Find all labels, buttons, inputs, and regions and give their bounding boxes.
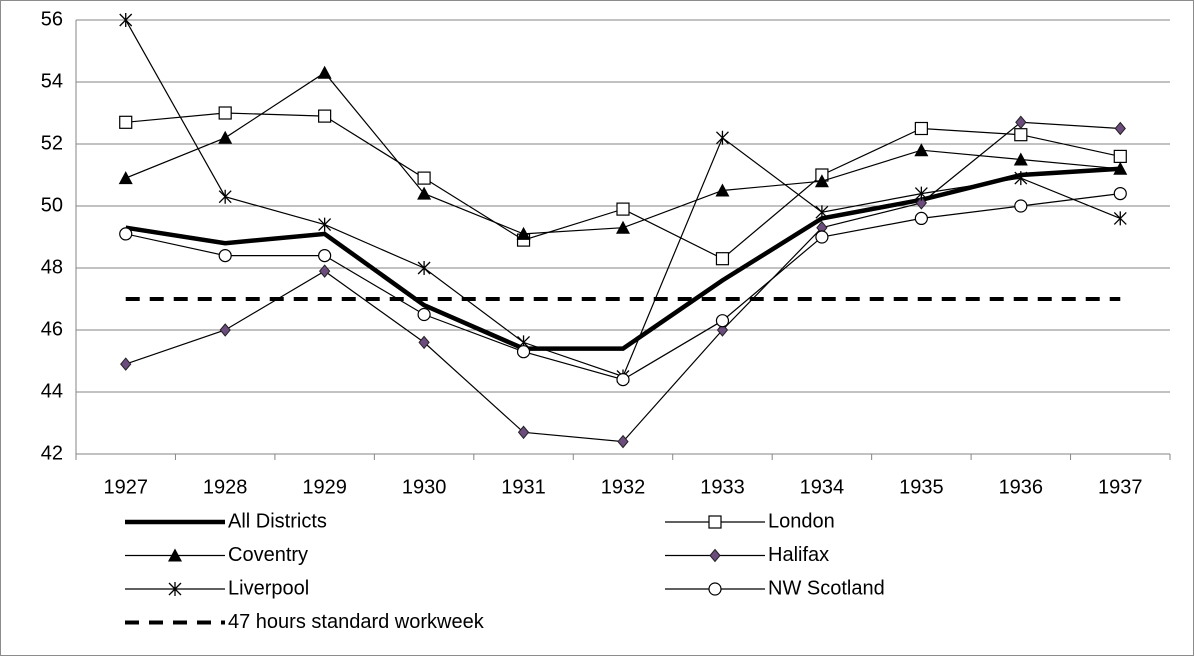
marker: [317, 65, 332, 79]
marker: [516, 226, 531, 240]
marker: [709, 548, 721, 563]
legend-entry: Liverpool: [125, 577, 309, 599]
marker: [1113, 149, 1127, 163]
marker: [914, 186, 928, 201]
marker: [815, 205, 829, 220]
marker: [715, 183, 730, 197]
marker: [417, 186, 432, 200]
marker: [1014, 199, 1028, 213]
x-tick-label: 1934: [800, 476, 845, 498]
marker: [1114, 121, 1126, 136]
marker: [516, 345, 531, 359]
marker: [219, 323, 231, 337]
series: [125, 166, 1121, 351]
marker: [417, 307, 431, 322]
marker: [815, 230, 829, 244]
marker: [318, 249, 332, 263]
y-tick-label: 56: [41, 8, 63, 30]
series-line: [125, 166, 1121, 351]
marker: [914, 121, 928, 136]
marker: [119, 115, 133, 129]
legend-entry: 47 hours standard workweek: [125, 611, 485, 633]
marker: [914, 143, 929, 157]
marker: [318, 264, 331, 278]
marker: [616, 220, 630, 234]
marker: [715, 252, 730, 266]
y-tick-label: 44: [41, 380, 63, 402]
series: [118, 65, 1128, 240]
legend-entry: Coventry: [125, 544, 308, 566]
y-tick-label: 50: [41, 194, 63, 216]
legend-label: London: [768, 510, 835, 532]
marker: [168, 582, 182, 596]
marker: [715, 314, 730, 328]
marker: [915, 196, 928, 210]
x-tick-label: 1937: [1098, 476, 1143, 498]
x-tick-label: 1931: [501, 476, 546, 498]
x-tick-label: 1928: [203, 476, 248, 498]
legend-label: Liverpool: [228, 577, 309, 599]
marker: [318, 109, 332, 123]
marker: [118, 171, 133, 185]
legend-label: NW Scotland: [768, 577, 885, 599]
marker: [119, 227, 133, 241]
y-tick-label: 48: [41, 256, 63, 278]
marker: [1014, 171, 1028, 186]
marker: [1113, 187, 1127, 201]
marker: [1113, 161, 1128, 175]
x-tick-label: 1936: [999, 476, 1044, 498]
x-tick-label: 1929: [302, 476, 347, 498]
x-tick-label: 1933: [700, 476, 745, 498]
legend-label: Halifax: [768, 544, 829, 566]
y-tick-label: 42: [41, 442, 63, 464]
marker: [517, 425, 530, 440]
marker: [119, 13, 133, 27]
x-tick-label: 1930: [402, 476, 447, 498]
series: [119, 187, 1127, 387]
marker: [417, 261, 431, 275]
marker: [418, 335, 430, 350]
legend-label: All Districts: [228, 510, 327, 532]
marker: [417, 171, 431, 185]
marker: [218, 106, 232, 120]
x-tick-label: 1935: [899, 476, 944, 498]
series: [120, 115, 1126, 449]
marker: [1014, 128, 1028, 142]
marker: [218, 249, 232, 263]
marker: [708, 515, 722, 529]
x-tick-label: 1927: [103, 476, 148, 498]
marker: [616, 202, 630, 216]
marker: [318, 217, 332, 232]
marker: [120, 357, 132, 371]
legend-entry: Halifax: [665, 544, 829, 566]
marker: [218, 130, 233, 144]
y-tick-label: 46: [41, 318, 63, 340]
y-tick-label: 54: [41, 70, 63, 92]
legend-label: 47 hours standard workweek: [228, 611, 485, 633]
legend-entry: London: [665, 510, 835, 532]
marker: [708, 582, 722, 596]
marker: [814, 174, 829, 188]
legend-entry: NW Scotland: [665, 577, 885, 599]
marker: [218, 189, 232, 204]
marker: [716, 323, 729, 337]
marker: [914, 211, 928, 225]
legend-label: Coventry: [228, 544, 308, 566]
marker: [616, 373, 630, 387]
marker: [1013, 152, 1028, 166]
x-tick-label: 1932: [601, 476, 646, 498]
marker: [617, 434, 629, 449]
legend-entry: All Districts: [125, 510, 327, 532]
marker: [715, 130, 729, 145]
marker: [1113, 211, 1127, 226]
marker: [1015, 115, 1027, 130]
y-tick-label: 52: [41, 132, 63, 154]
marker: [168, 548, 182, 562]
